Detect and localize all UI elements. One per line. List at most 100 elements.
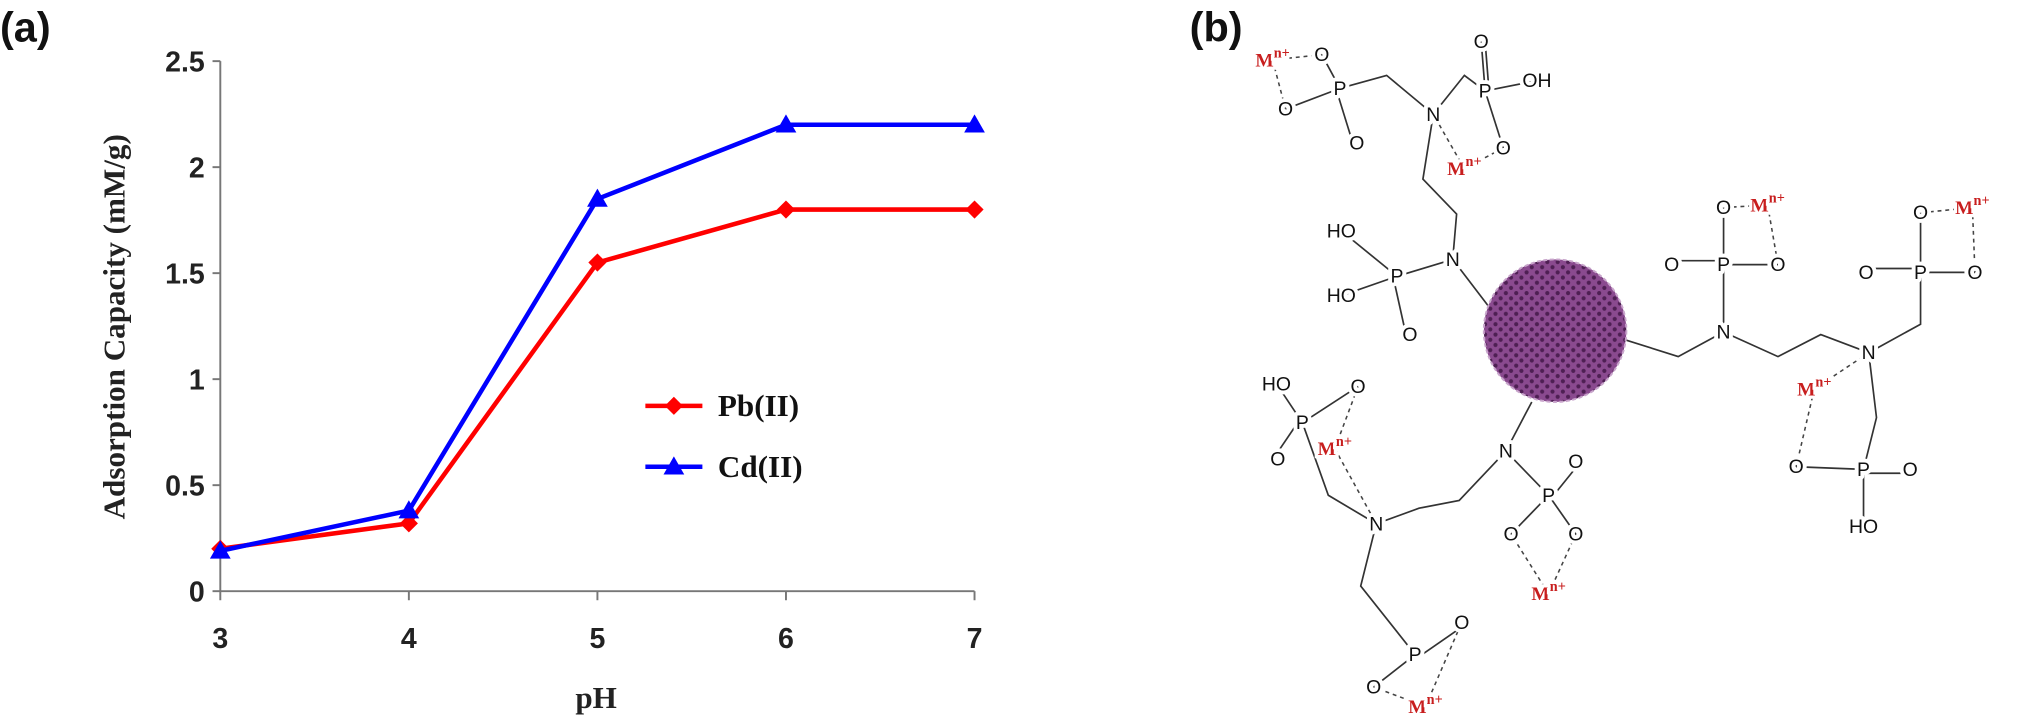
- bond: [1510, 494, 1550, 535]
- bond: [1396, 258, 1453, 278]
- legend-label: Cd(II): [718, 449, 803, 484]
- legend-label: Pb(II): [718, 388, 799, 423]
- bond: [1547, 494, 1577, 535]
- double-bond: [1550, 463, 1580, 499]
- metal-symbol: M: [1531, 584, 1549, 605]
- bond: [1275, 383, 1304, 424]
- atom-label: N: [1446, 249, 1460, 271]
- bond: [1285, 87, 1341, 110]
- bond: [1862, 352, 1878, 470]
- x-tick-label: 5: [589, 623, 605, 655]
- bond: [1505, 401, 1533, 452]
- bond: [1359, 523, 1416, 656]
- y-tick-label: 1.5: [165, 259, 205, 291]
- double-bond: [1335, 89, 1354, 145]
- x-tick-label: 6: [778, 623, 794, 655]
- atom-label: P: [1542, 485, 1555, 507]
- bond: [1452, 258, 1491, 310]
- coordination-bond: [1334, 448, 1377, 525]
- double-bond: [1392, 276, 1407, 336]
- coordination-bond: [1334, 386, 1359, 449]
- double-bond: [1273, 420, 1300, 458]
- bond: [1339, 74, 1434, 115]
- atom-label: N: [1369, 513, 1383, 535]
- bond: [1796, 465, 1864, 471]
- metal-charge: n+: [1550, 579, 1566, 595]
- atom-label: P: [1296, 412, 1309, 434]
- coordination-bond: [1373, 686, 1426, 708]
- bond: [1373, 654, 1416, 688]
- bonds: [1271, 41, 1976, 708]
- atom-label: HO: [1327, 220, 1356, 242]
- bond: [1340, 275, 1398, 297]
- bond: [1375, 450, 1507, 525]
- bond: [1484, 79, 1538, 92]
- metal-charge: n+: [1336, 434, 1352, 450]
- x-axis-label: pH: [575, 680, 616, 715]
- metal-ion: Mn+: [1408, 692, 1442, 718]
- metal-charge: n+: [1974, 193, 1990, 209]
- metal-symbol: M: [1750, 195, 1768, 216]
- marker: [776, 200, 796, 219]
- atom-label: O: [1789, 456, 1804, 478]
- atom-label: O: [1568, 451, 1583, 473]
- double-bond: [1484, 41, 1490, 91]
- atom-label: P: [1479, 80, 1492, 102]
- bond: [1340, 230, 1398, 277]
- panel-label: (b): [1190, 4, 1243, 51]
- metal-ion: Mn+: [1797, 374, 1831, 400]
- marker: [209, 540, 231, 559]
- metal-ion: Mn+: [1447, 154, 1481, 180]
- marker: [964, 114, 985, 133]
- nanoparticle: [1482, 258, 1628, 403]
- y-tick-label: 2: [189, 153, 205, 185]
- coordination-bond: [1766, 204, 1779, 265]
- atom-label: P: [1409, 644, 1422, 666]
- marker: [398, 500, 420, 519]
- atom-label: HO: [1327, 285, 1356, 307]
- metal-ion: Mn+: [1318, 434, 1352, 460]
- metal-ion: Mn+: [1255, 45, 1289, 71]
- atom-label: O: [1859, 262, 1874, 284]
- atom-label: N: [1862, 342, 1876, 364]
- y-tick-label: 1: [189, 365, 205, 397]
- atom-label: N: [1499, 441, 1513, 463]
- metal-symbol: M: [1408, 697, 1426, 718]
- coordination-bond: [1272, 53, 1322, 61]
- atom-label: O: [1474, 31, 1489, 53]
- metal-symbol: M: [1955, 198, 1973, 219]
- coordination-bond: [1795, 388, 1816, 467]
- coordination-bond: [1547, 533, 1577, 595]
- metal-charge: n+: [1274, 45, 1290, 61]
- atom-label: O: [1351, 376, 1366, 398]
- atom-label: O: [1454, 612, 1469, 634]
- metal-symbol: M: [1797, 379, 1815, 400]
- marker: [664, 396, 683, 415]
- atom-label: O: [1270, 448, 1285, 470]
- y-axis-label: Adsorption Capacity (mM/g): [96, 134, 131, 519]
- metal-ion: Mn+: [1750, 190, 1784, 216]
- marker: [775, 114, 797, 133]
- atom-label: O: [1278, 99, 1293, 121]
- atom-label: P: [1391, 266, 1404, 288]
- bond: [1480, 41, 1486, 92]
- x-tick-label: 3: [212, 623, 228, 655]
- y-tick-label: 0.5: [165, 471, 205, 503]
- metal-charge: n+: [1769, 190, 1785, 206]
- atom-label: HO: [1849, 516, 1878, 538]
- bond: [1301, 422, 1377, 525]
- metal-ion: Mn+: [1955, 193, 1989, 219]
- atom-label: O: [1503, 524, 1518, 546]
- bond: [1723, 331, 1870, 358]
- atom-label: O: [1716, 197, 1731, 219]
- atom-label: O: [1568, 524, 1583, 546]
- double-bond: [1416, 624, 1465, 659]
- marker: [587, 188, 608, 207]
- y-tick-label: 0: [189, 577, 205, 609]
- coordination-bond: [1920, 206, 1973, 214]
- metal-charge: n+: [1427, 692, 1443, 708]
- atom-label: OH: [1522, 70, 1551, 92]
- atom-label: O: [1366, 677, 1381, 699]
- atom-label: O: [1496, 137, 1511, 159]
